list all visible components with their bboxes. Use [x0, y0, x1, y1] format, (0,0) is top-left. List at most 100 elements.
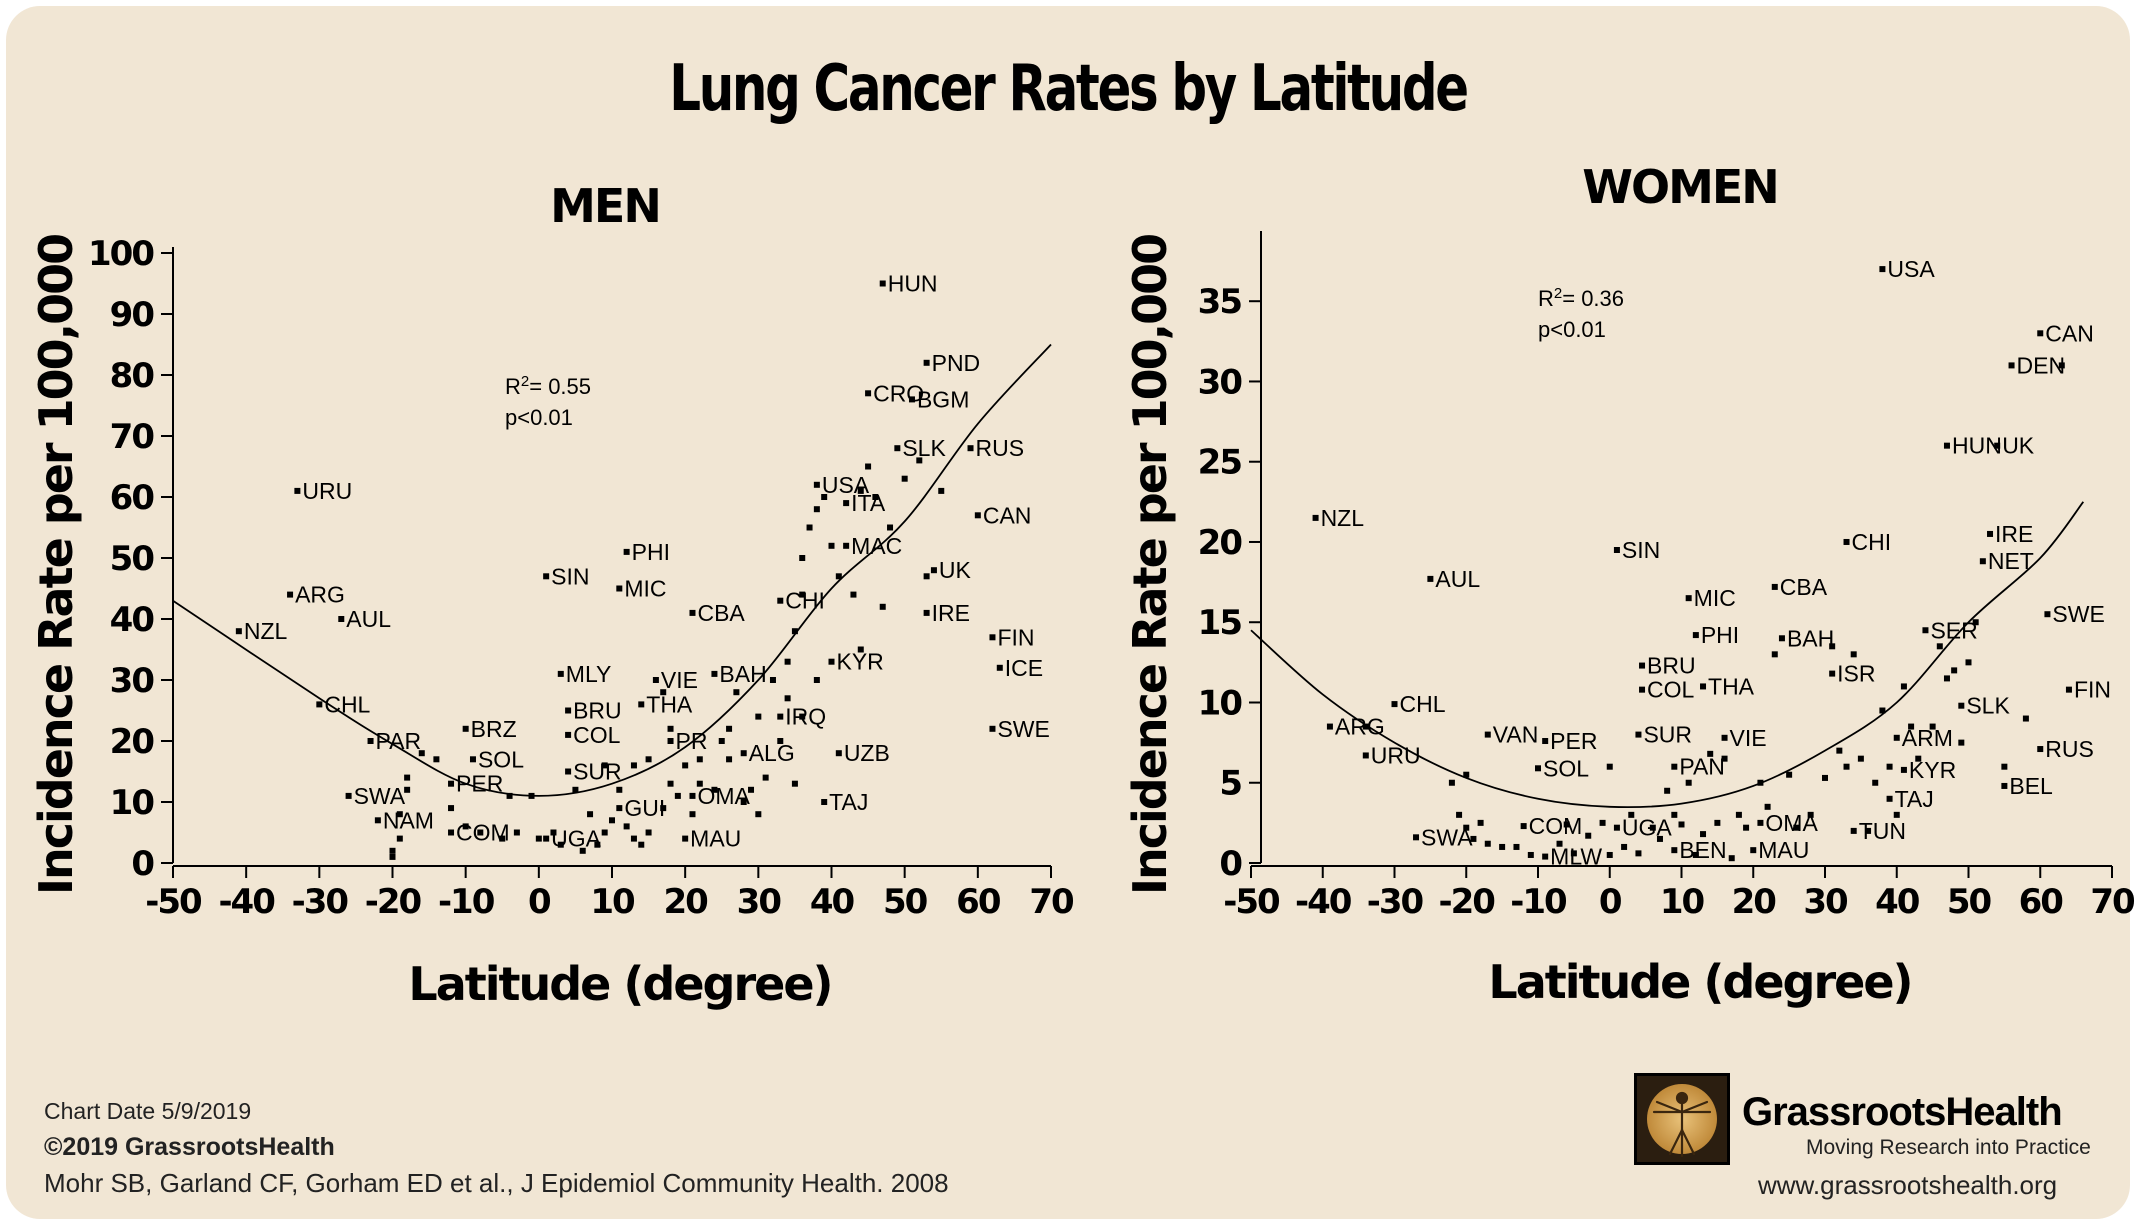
men-data-point: [623, 823, 630, 830]
men-data-point: [660, 805, 667, 812]
men-data-point: [601, 829, 608, 836]
men-point-label: IRE: [932, 600, 970, 626]
women-x-tick-label: -40: [1295, 882, 1352, 922]
vitruvian-logo-icon: [1634, 1073, 1730, 1165]
women-data-point: [1391, 701, 1398, 708]
women-r-squared: R2= 0.36: [1538, 285, 1624, 312]
men-point-label: OMA: [697, 783, 750, 809]
women-data-point: [1943, 675, 1950, 682]
men-y-tick-label: 10: [110, 783, 155, 823]
men-data-point: [755, 713, 762, 720]
men-point-label: MIC: [624, 576, 666, 602]
women-data-point: [1613, 547, 1620, 553]
men-point-label: SLK: [902, 435, 946, 461]
men-x-tick-label: -50: [145, 882, 202, 922]
women-data-point: [1951, 667, 1958, 674]
men-data-point: [872, 494, 879, 500]
women-data-point: [1326, 723, 1333, 730]
men-data-point: [696, 756, 703, 763]
women-data-point: [2058, 362, 2065, 369]
men-y-tick-label: 0: [131, 844, 154, 884]
men-data-point: [813, 677, 820, 683]
brand-url[interactable]: www.grassrootshealth.org: [1758, 1170, 2058, 1200]
men-data-point: [967, 445, 974, 452]
men-data-point: [433, 756, 440, 763]
men-data-point: [821, 799, 828, 805]
men-data-point: [535, 835, 542, 842]
women-p-value: p<0.01: [1538, 317, 1606, 342]
men-data-point: [769, 677, 776, 683]
women-x-tick-label: 20: [1732, 882, 1777, 922]
men-data-point: [835, 573, 842, 580]
men-y-tick-label: 70: [110, 417, 155, 457]
men-data-point: [448, 805, 455, 812]
men-point-label: UK: [939, 557, 972, 583]
men-point-label: BGM: [917, 386, 969, 412]
women-data-point: [1463, 824, 1470, 831]
men-point-label: SOL: [478, 746, 524, 772]
men-point-label: UGA: [551, 826, 602, 852]
men-data-point: [901, 475, 908, 482]
women-data-point: [1764, 803, 1771, 810]
men-x-tick-label: 20: [664, 882, 709, 922]
men-data-point: [660, 689, 667, 696]
men-point-label: URU: [302, 478, 352, 504]
men-point-label: UZB: [844, 740, 890, 766]
men-data-point: [879, 280, 886, 287]
men-data-point: [579, 847, 586, 854]
women-point-label: SWE: [2052, 601, 2104, 627]
women-data-point: [1728, 855, 1735, 862]
women-data-point: [1857, 755, 1864, 762]
men-data-point: [799, 555, 806, 561]
men-data-point: [799, 591, 806, 598]
men-data-point: [609, 817, 615, 824]
women-data-point: [1427, 575, 1434, 582]
men-data-point: [499, 835, 506, 842]
men-data-point: [543, 835, 550, 842]
men-data-point: [389, 853, 396, 860]
women-point-label: CBA: [1780, 574, 1828, 600]
men-point-label: KYR: [837, 649, 884, 675]
women-data-point: [1829, 643, 1836, 650]
women-data-point: [1656, 835, 1663, 842]
men-data-point: [287, 591, 294, 598]
women-data-point: [1965, 659, 1972, 666]
women-data-point: [1786, 771, 1793, 778]
women-point-label: HUN: [1952, 433, 2002, 459]
men-data-point: [828, 542, 835, 549]
women-data-point: [1822, 774, 1828, 781]
women-point-label: COL: [1647, 677, 1695, 703]
men-point-label: FIN: [997, 624, 1034, 650]
men-y-tick-label: 20: [110, 722, 155, 762]
women-data-point: [1707, 750, 1714, 757]
men-data-point: [667, 725, 674, 732]
men-data-point: [396, 811, 403, 818]
women-x-tick-label: 60: [2019, 882, 2064, 922]
women-data-point: [1606, 851, 1613, 858]
men-data-point: [469, 756, 476, 763]
men-data-point: [565, 707, 572, 714]
women-y-tick-label: 10: [1198, 683, 1243, 723]
women-data-point: [1585, 832, 1592, 839]
men-data-point: [674, 792, 681, 799]
women-data-point: [1448, 779, 1455, 786]
women-y-tick-label: 30: [1198, 362, 1243, 402]
women-data-point: [1700, 683, 1707, 690]
women-trendline: [1250, 501, 2085, 809]
men-data-point: [791, 628, 798, 635]
men-data-point: [316, 701, 323, 708]
women-data-point: [1972, 619, 1979, 626]
men-data-point: [930, 567, 937, 574]
women-x-tick-label: -20: [1439, 882, 1496, 922]
women-y-tick-label: 25: [1198, 443, 1242, 483]
women-point-label: NZL: [1321, 505, 1365, 531]
women-data-point: [1639, 686, 1646, 693]
men-point-label: ICE: [1005, 655, 1043, 681]
men-data-point: [857, 487, 864, 494]
women-data-point: [1484, 840, 1491, 847]
men-data-point: [850, 591, 857, 598]
women-data-point: [1721, 755, 1728, 762]
men-data-point: [857, 646, 864, 653]
men-data-point: [923, 609, 930, 616]
